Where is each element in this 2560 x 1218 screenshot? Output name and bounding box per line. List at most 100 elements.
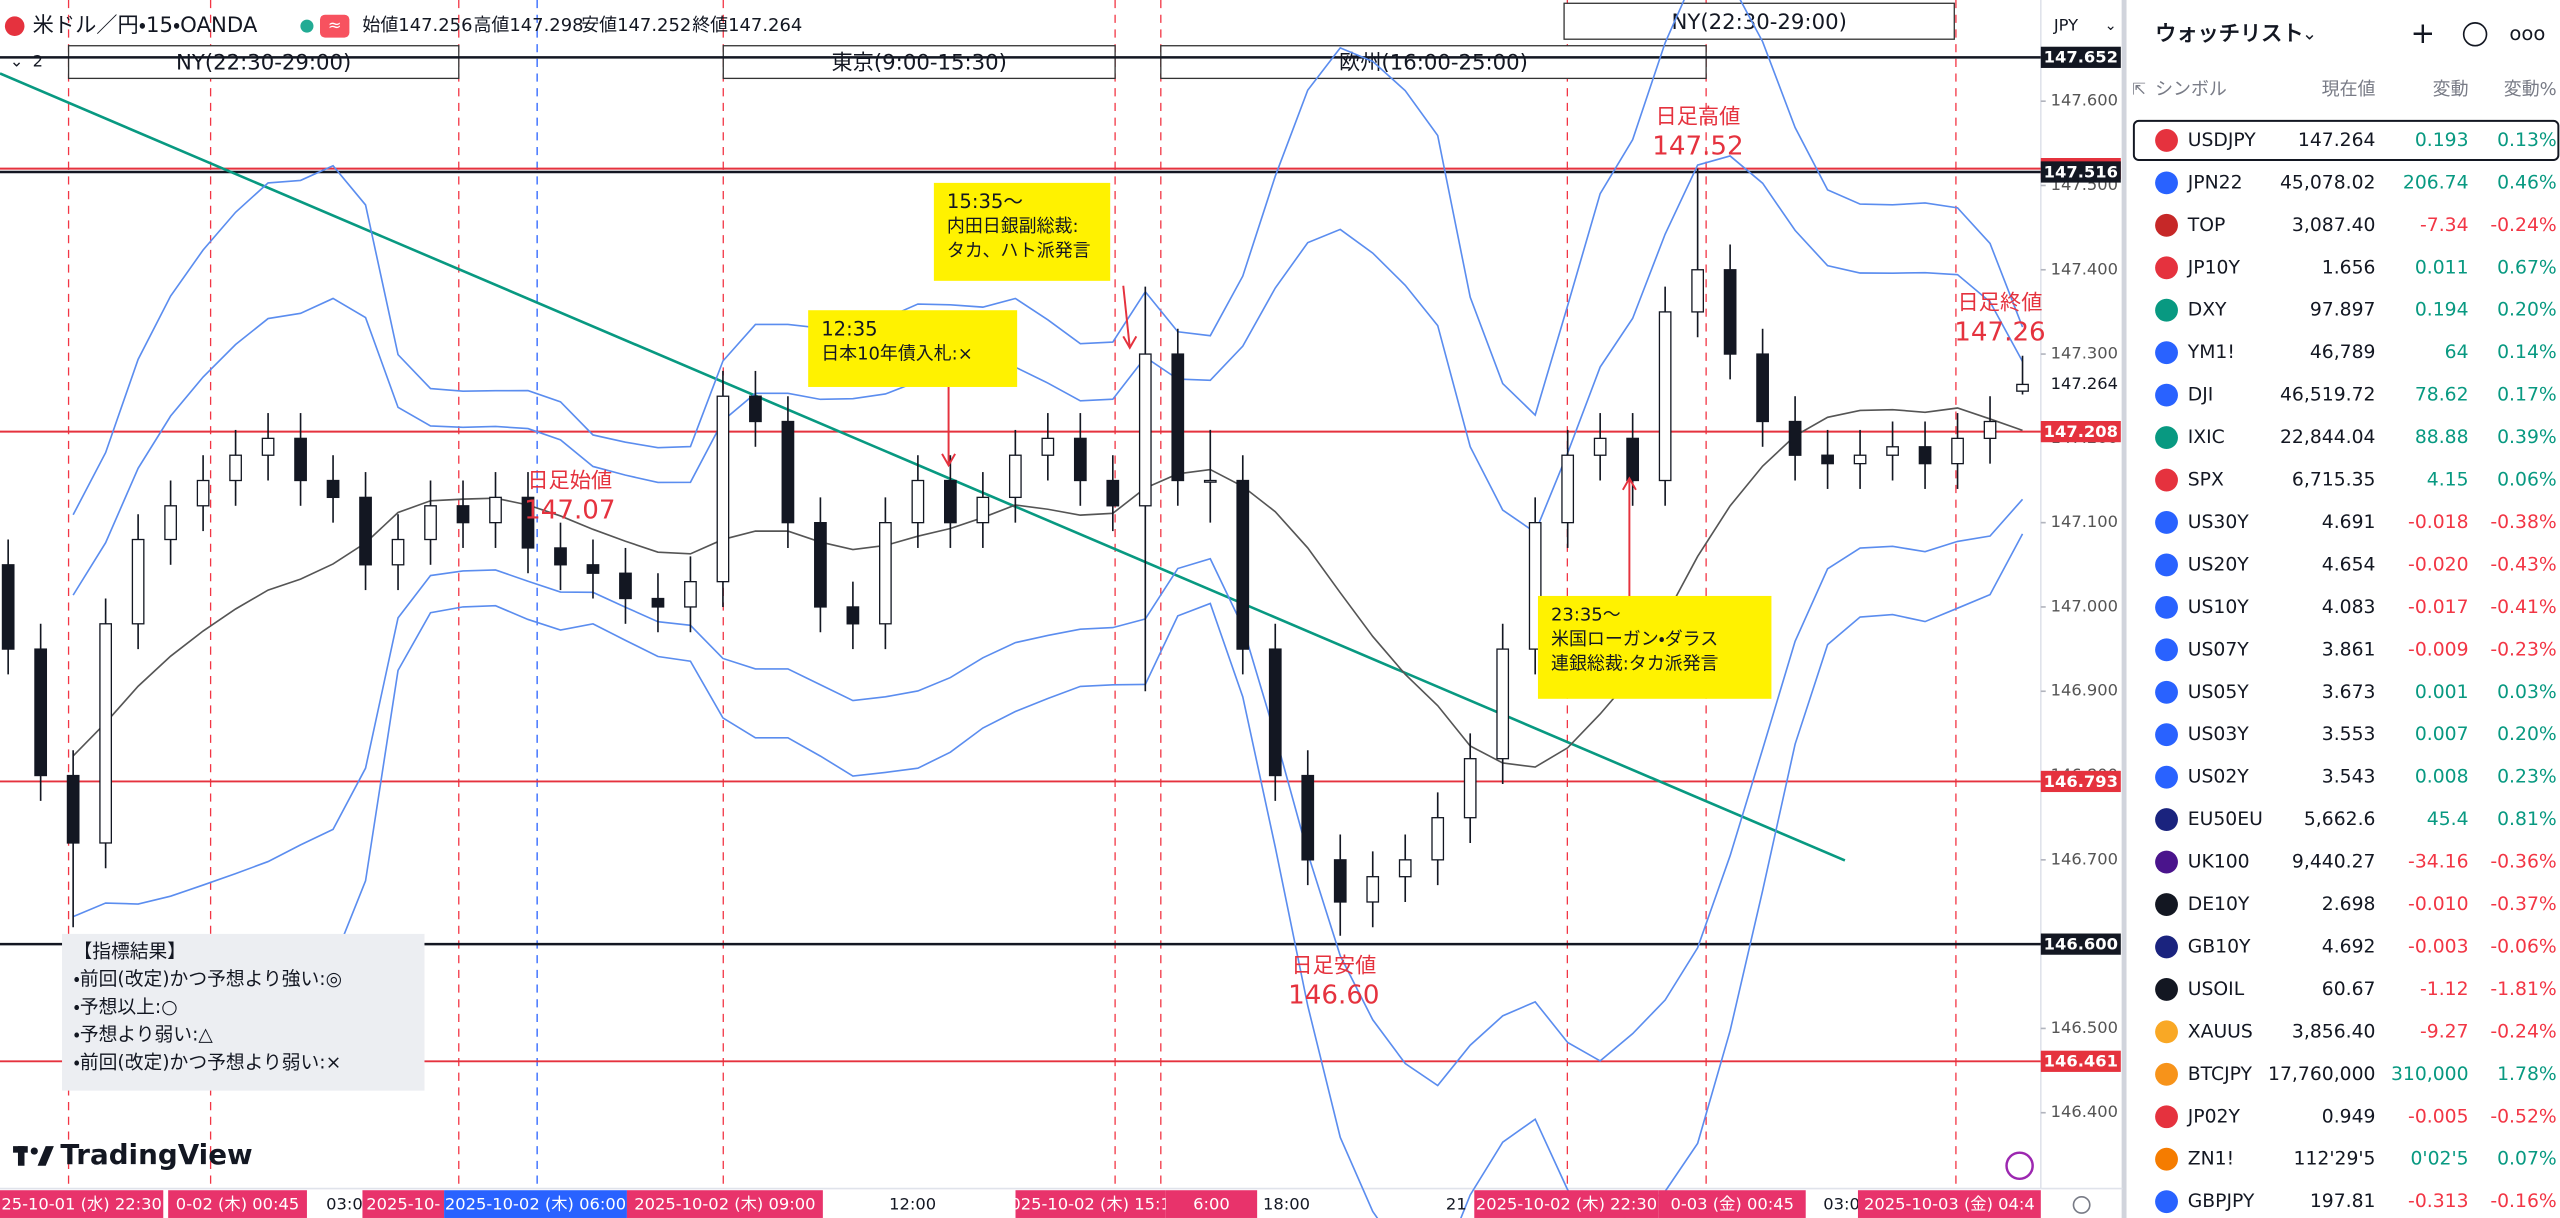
symbol[interactable]: GBPJPY xyxy=(2188,1191,2255,1212)
change-percent: -0.06% xyxy=(2490,936,2556,957)
candle-body xyxy=(1203,479,1217,483)
symbol[interactable]: US05Y xyxy=(2188,682,2250,703)
badge xyxy=(320,14,350,38)
watchlist-title[interactable]: ウォッチリスト xyxy=(2155,21,2304,46)
price-label: 147.516 xyxy=(2044,162,2118,181)
candle-body xyxy=(1268,648,1282,777)
symbol[interactable]: US03Y xyxy=(2188,724,2250,745)
x-label-box xyxy=(626,1190,823,1218)
symbol[interactable]: DXY xyxy=(2188,300,2227,321)
change: -9.27 xyxy=(2420,1021,2469,1042)
x-tick-label: 2025-10-02 (木) 09:00 xyxy=(634,1194,815,1213)
pane-count[interactable]: 2 xyxy=(33,52,43,71)
change-percent: -0.24% xyxy=(2490,1021,2556,1042)
column-header[interactable]: シンボル xyxy=(2155,79,2227,100)
y-tick-label: 147.000 xyxy=(2051,596,2118,615)
change: 0.011 xyxy=(2415,257,2469,278)
candle-body xyxy=(1853,454,1867,465)
symbol-icon xyxy=(2155,1147,2178,1171)
pane-toggle-icon[interactable]: ⌄ xyxy=(10,52,24,71)
ideas-icon[interactable] xyxy=(2005,1151,2034,1181)
settings-icon[interactable] xyxy=(2072,1195,2091,1214)
x-label-box xyxy=(1165,1190,1258,1218)
symbol[interactable]: US20Y xyxy=(2188,554,2250,575)
x-label-box xyxy=(1474,1190,1659,1218)
y-tick-label: 146.500 xyxy=(2051,1018,2118,1037)
symbol[interactable]: BTCJPY xyxy=(2188,1064,2253,1085)
last-price: 197.81 xyxy=(2310,1191,2376,1212)
symbol[interactable]: YM1! xyxy=(2187,342,2235,363)
symbol-icon xyxy=(2155,935,2178,959)
last-price: 60.67 xyxy=(2322,979,2376,1000)
layout-button[interactable] xyxy=(2462,22,2488,47)
change: -0.020 xyxy=(2408,554,2469,575)
last-price: 97.897 xyxy=(2310,300,2376,321)
x-tick-label: 12:00 xyxy=(889,1194,936,1213)
callout-text: 連銀総裁:タカ派発言 xyxy=(1551,654,1719,675)
symbol[interactable]: UK100 xyxy=(2188,852,2250,873)
symbol[interactable]: JP10Y xyxy=(2187,257,2241,278)
candle-body xyxy=(1593,437,1607,456)
sort-icon: ⇱ xyxy=(2132,79,2146,98)
x-tick-label: 18:00 xyxy=(1263,1194,1310,1213)
watchlist-dropdown[interactable]: ⌄ xyxy=(2302,23,2317,44)
symbol-title[interactable]: 米ドル／円・15・OANDA xyxy=(33,13,258,38)
ohlc-value: 終値147.264 xyxy=(692,15,802,36)
currency[interactable]: JPY xyxy=(2053,16,2078,35)
more-button[interactable]: ooo xyxy=(2509,22,2545,45)
candle-body xyxy=(781,420,795,524)
symbol[interactable]: EU50EU xyxy=(2188,809,2263,830)
arrow-head xyxy=(941,453,956,468)
symbol[interactable]: TOP xyxy=(2187,215,2226,236)
indicator-band xyxy=(72,0,2024,516)
column-header[interactable]: 現在値 xyxy=(2322,79,2376,100)
candle-body xyxy=(1041,437,1055,456)
symbol[interactable]: USDJPY xyxy=(2188,130,2257,151)
column-header[interactable]: 変動 xyxy=(2433,79,2469,100)
x-label-box xyxy=(168,1190,307,1218)
last-price: 6,715.35 xyxy=(2292,470,2376,491)
change: 0.008 xyxy=(2415,767,2469,788)
callout-text: タカ、ハト派発言 xyxy=(947,240,1091,261)
indicator-band xyxy=(73,533,2024,1218)
add-symbol-button[interactable]: + xyxy=(2411,16,2436,50)
annotation-label: 日足終値 xyxy=(1958,291,2043,316)
status-dot xyxy=(300,19,314,33)
symbol[interactable]: DE10Y xyxy=(2188,894,2250,915)
candle-body xyxy=(1528,522,1542,650)
symbol[interactable]: US02Y xyxy=(2188,767,2250,788)
selected-row xyxy=(2132,119,2560,161)
symbol-icon xyxy=(2155,1190,2178,1214)
logo-part xyxy=(37,1146,54,1166)
candle-body xyxy=(554,547,567,566)
symbol[interactable]: XAUUS xyxy=(2188,1021,2253,1042)
symbol[interactable]: IXIC xyxy=(2188,427,2225,448)
change: -7.34 xyxy=(2420,215,2469,236)
column-header[interactable]: 変動% xyxy=(2504,79,2557,100)
last-price: 3.553 xyxy=(2322,724,2376,745)
logo-part xyxy=(17,1146,25,1166)
candle-body xyxy=(1561,454,1575,524)
legend-text: ・予想より弱い:△ xyxy=(73,1024,213,1046)
symbol[interactable]: SPX xyxy=(2188,470,2224,491)
price-label: 146.793 xyxy=(2044,772,2118,791)
candle-body xyxy=(1983,420,1997,440)
symbol[interactable]: US10Y xyxy=(2188,597,2250,618)
symbol[interactable]: US30Y xyxy=(2188,512,2250,533)
symbol[interactable]: GB10Y xyxy=(2188,936,2251,957)
symbol[interactable]: USOIL xyxy=(2188,979,2245,1000)
symbol[interactable]: DJI xyxy=(2188,385,2214,406)
symbol[interactable]: US07Y xyxy=(2188,639,2250,660)
indicator-band xyxy=(72,498,2024,1087)
change: -0.018 xyxy=(2408,512,2469,533)
symbol[interactable]: JPN22 xyxy=(2187,172,2243,193)
currency-dropdown[interactable]: ⌄ xyxy=(2104,17,2116,34)
candle-body xyxy=(229,454,242,482)
candle-body xyxy=(34,648,48,777)
change: 0.193 xyxy=(2415,130,2469,151)
symbol[interactable]: JP02Y xyxy=(2187,1106,2241,1127)
symbol[interactable]: ZN1! xyxy=(2188,1149,2234,1170)
last-price: 22,844.04 xyxy=(2280,427,2376,448)
legend-text: ・前回(改定)かつ予想より弱い:× xyxy=(73,1051,341,1073)
